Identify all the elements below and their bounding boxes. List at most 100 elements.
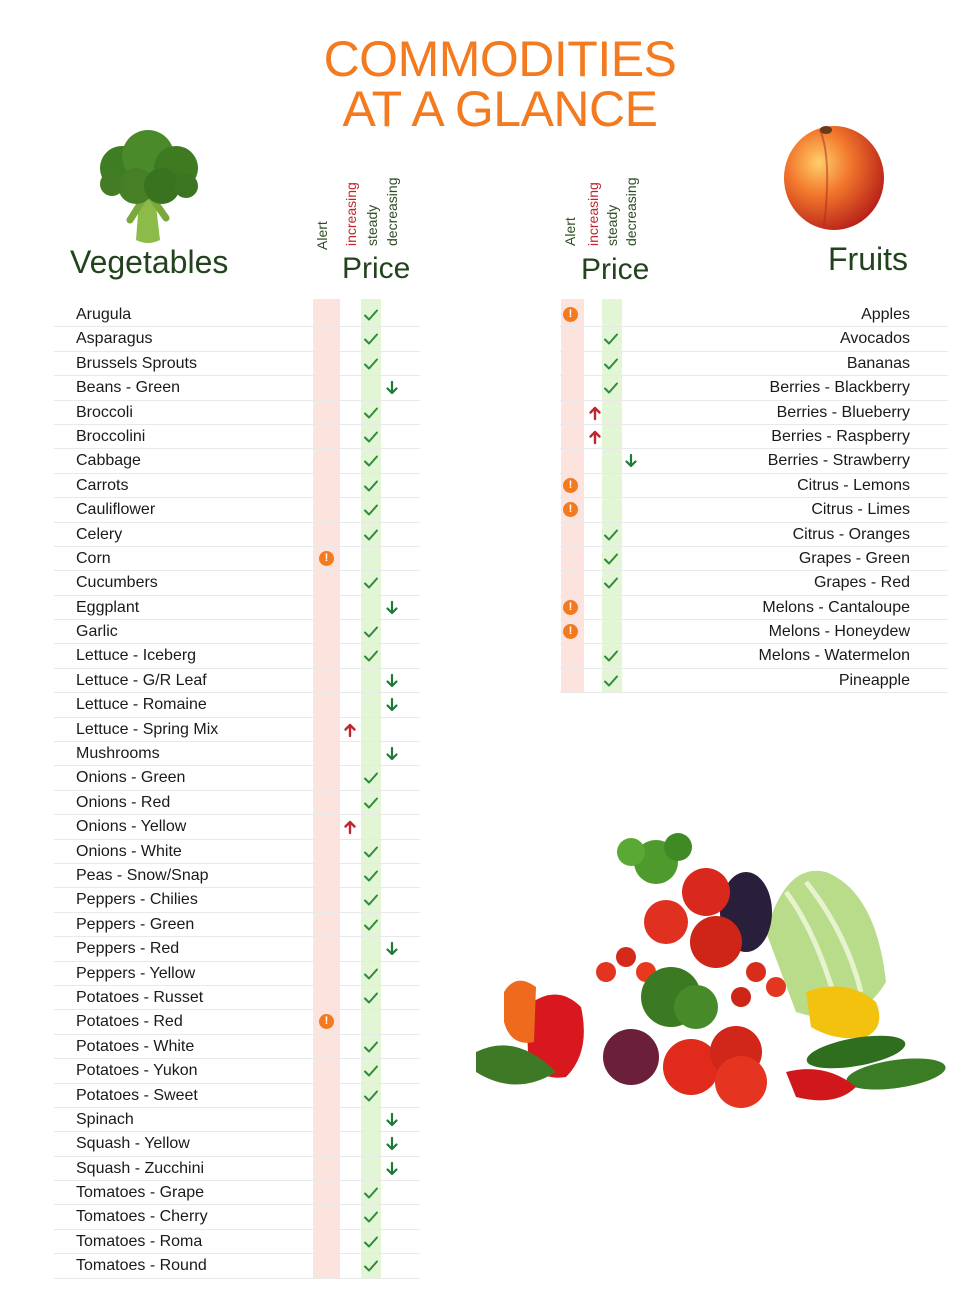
fruit-name: Berries - Blackberry	[769, 379, 910, 397]
check-icon	[363, 1088, 379, 1104]
vegetable-row: Lettuce - G/R Leaf	[54, 669, 420, 694]
check-icon	[603, 575, 619, 591]
alert-icon: !	[563, 624, 579, 640]
fruit-row: Bananas	[560, 352, 948, 377]
check-icon	[363, 527, 379, 543]
check-icon	[363, 844, 379, 860]
vegetables-heading: Vegetables	[70, 244, 229, 280]
check-icon	[363, 770, 379, 786]
fruit-name: Berries - Blueberry	[776, 403, 910, 421]
check-icon	[363, 624, 379, 640]
page-title: COMMODITIES AT A GLANCE	[0, 34, 980, 134]
vegetable-name: Onions - Green	[76, 769, 186, 787]
fruit-name: Citrus - Limes	[811, 501, 910, 519]
vegetable-name: Potatoes - Russet	[76, 988, 204, 1006]
vegetable-name: Lettuce - G/R Leaf	[76, 671, 207, 689]
veg-col-decreasing: decreasing	[384, 177, 400, 247]
vegetable-name: Tomatoes - Grape	[76, 1184, 205, 1202]
check-icon	[603, 551, 619, 567]
vegetable-name: Cabbage	[76, 452, 141, 470]
check-icon	[363, 1234, 379, 1250]
check-icon	[363, 1258, 379, 1274]
arrow-down-icon	[384, 380, 400, 396]
vegetable-row: Carrots	[54, 474, 420, 499]
check-icon	[603, 331, 619, 347]
fruit-row: Berries - Blackberry	[560, 376, 948, 401]
vegetable-name: Lettuce - Iceberg	[76, 647, 197, 665]
vegetable-row: Peppers - Yellow	[54, 962, 420, 986]
fruit-row: Apples!	[560, 303, 948, 328]
vegetable-row: Tomatoes - Round	[54, 1254, 420, 1279]
vegetable-name: Onions - Yellow	[76, 818, 187, 836]
vegetable-row: Celery	[54, 523, 420, 547]
check-icon	[363, 1039, 379, 1055]
vegetable-row: Lettuce - Romaine	[54, 693, 420, 718]
vegetable-row: Arugula	[54, 303, 420, 328]
vegetable-row: Eggplant	[54, 596, 420, 621]
vegetable-name: Brussels Sprouts	[76, 354, 197, 372]
vegetable-name: Onions - Red	[76, 793, 171, 811]
vegetable-name: Tomatoes - Roma	[76, 1232, 203, 1250]
vegetable-name: Squash - Zucchini	[76, 1159, 205, 1177]
fruit-name: Berries - Raspberry	[771, 427, 910, 445]
check-icon	[363, 478, 379, 494]
fruit-col-decreasing: decreasing	[623, 177, 639, 247]
fruit-row: Citrus - Lemons!	[560, 474, 948, 499]
check-icon	[363, 575, 379, 591]
vegetable-row: Cauliflower	[54, 498, 420, 523]
check-icon	[363, 331, 379, 347]
arrow-down-icon	[384, 673, 400, 689]
check-icon	[363, 1185, 379, 1201]
vegetable-name: Mushrooms	[76, 745, 160, 763]
fruit-steady-band	[602, 299, 622, 692]
fruit-name: Citrus - Oranges	[792, 525, 910, 543]
veg-col-steady: steady	[364, 204, 380, 246]
vegetable-row: Onions - White	[54, 840, 420, 864]
check-icon	[603, 356, 619, 372]
fruit-name: Avocados	[840, 330, 910, 348]
vegetable-name: Broccolini	[76, 427, 146, 445]
arrow-down-icon	[384, 1112, 400, 1128]
fruit-row: Berries - Strawberry	[560, 449, 948, 474]
vegetable-row: Potatoes - Yukon	[54, 1059, 420, 1084]
check-icon	[603, 673, 619, 689]
fruit-name: Citrus - Lemons	[797, 476, 910, 494]
veg-alert-band	[313, 299, 340, 1278]
fruit-name: Grapes - Red	[813, 574, 910, 592]
vegetable-row: Tomatoes - Cherry	[54, 1205, 420, 1230]
peach-image	[784, 126, 884, 230]
title-line-2: AT A GLANCE	[342, 81, 658, 137]
produce-pile-image	[476, 833, 946, 1108]
vegetable-name: Asparagus	[76, 330, 153, 348]
fruit-name: Melons - Honeydew	[768, 623, 910, 641]
check-icon	[363, 429, 379, 445]
vegetable-name: Tomatoes - Cherry	[76, 1208, 208, 1226]
vegetable-row: Spinach	[54, 1108, 420, 1133]
fruit-alert-band	[561, 299, 584, 692]
check-icon	[363, 1063, 379, 1079]
check-icon	[363, 868, 379, 884]
vegetable-name: Cucumbers	[76, 574, 158, 592]
fruit-row: Melons - Cantaloupe!	[560, 596, 948, 621]
vegetable-row: Lettuce - Spring Mix	[54, 718, 420, 743]
arrow-up-icon	[587, 405, 603, 421]
arrow-down-icon	[384, 941, 400, 957]
fruit-row: Melons - Watermelon	[560, 644, 948, 669]
veg-col-increasing: increasing	[343, 182, 359, 246]
vegetable-name: Peppers - Chilies	[76, 891, 198, 909]
vegetable-row: Peppers - Chilies	[54, 888, 420, 913]
vegetable-row: Cucumbers	[54, 571, 420, 596]
fruit-col-alert: Alert	[562, 217, 578, 246]
vegetable-name: Peppers - Yellow	[76, 964, 196, 982]
vegetable-row: Mushrooms	[54, 742, 420, 767]
fruit-list: Apples! Avocados Bananas Berries - Blackber…	[560, 303, 948, 694]
check-icon	[363, 917, 379, 933]
check-icon	[363, 502, 379, 518]
fruit-name: Melons - Watermelon	[758, 647, 910, 665]
vegetable-row: Potatoes - Russet	[54, 986, 420, 1011]
arrow-down-icon	[384, 1136, 400, 1152]
fruit-row: Grapes - Red	[560, 571, 948, 596]
vegetable-name: Tomatoes - Round	[76, 1257, 207, 1275]
arrow-down-icon	[384, 600, 400, 616]
check-icon	[363, 405, 379, 421]
